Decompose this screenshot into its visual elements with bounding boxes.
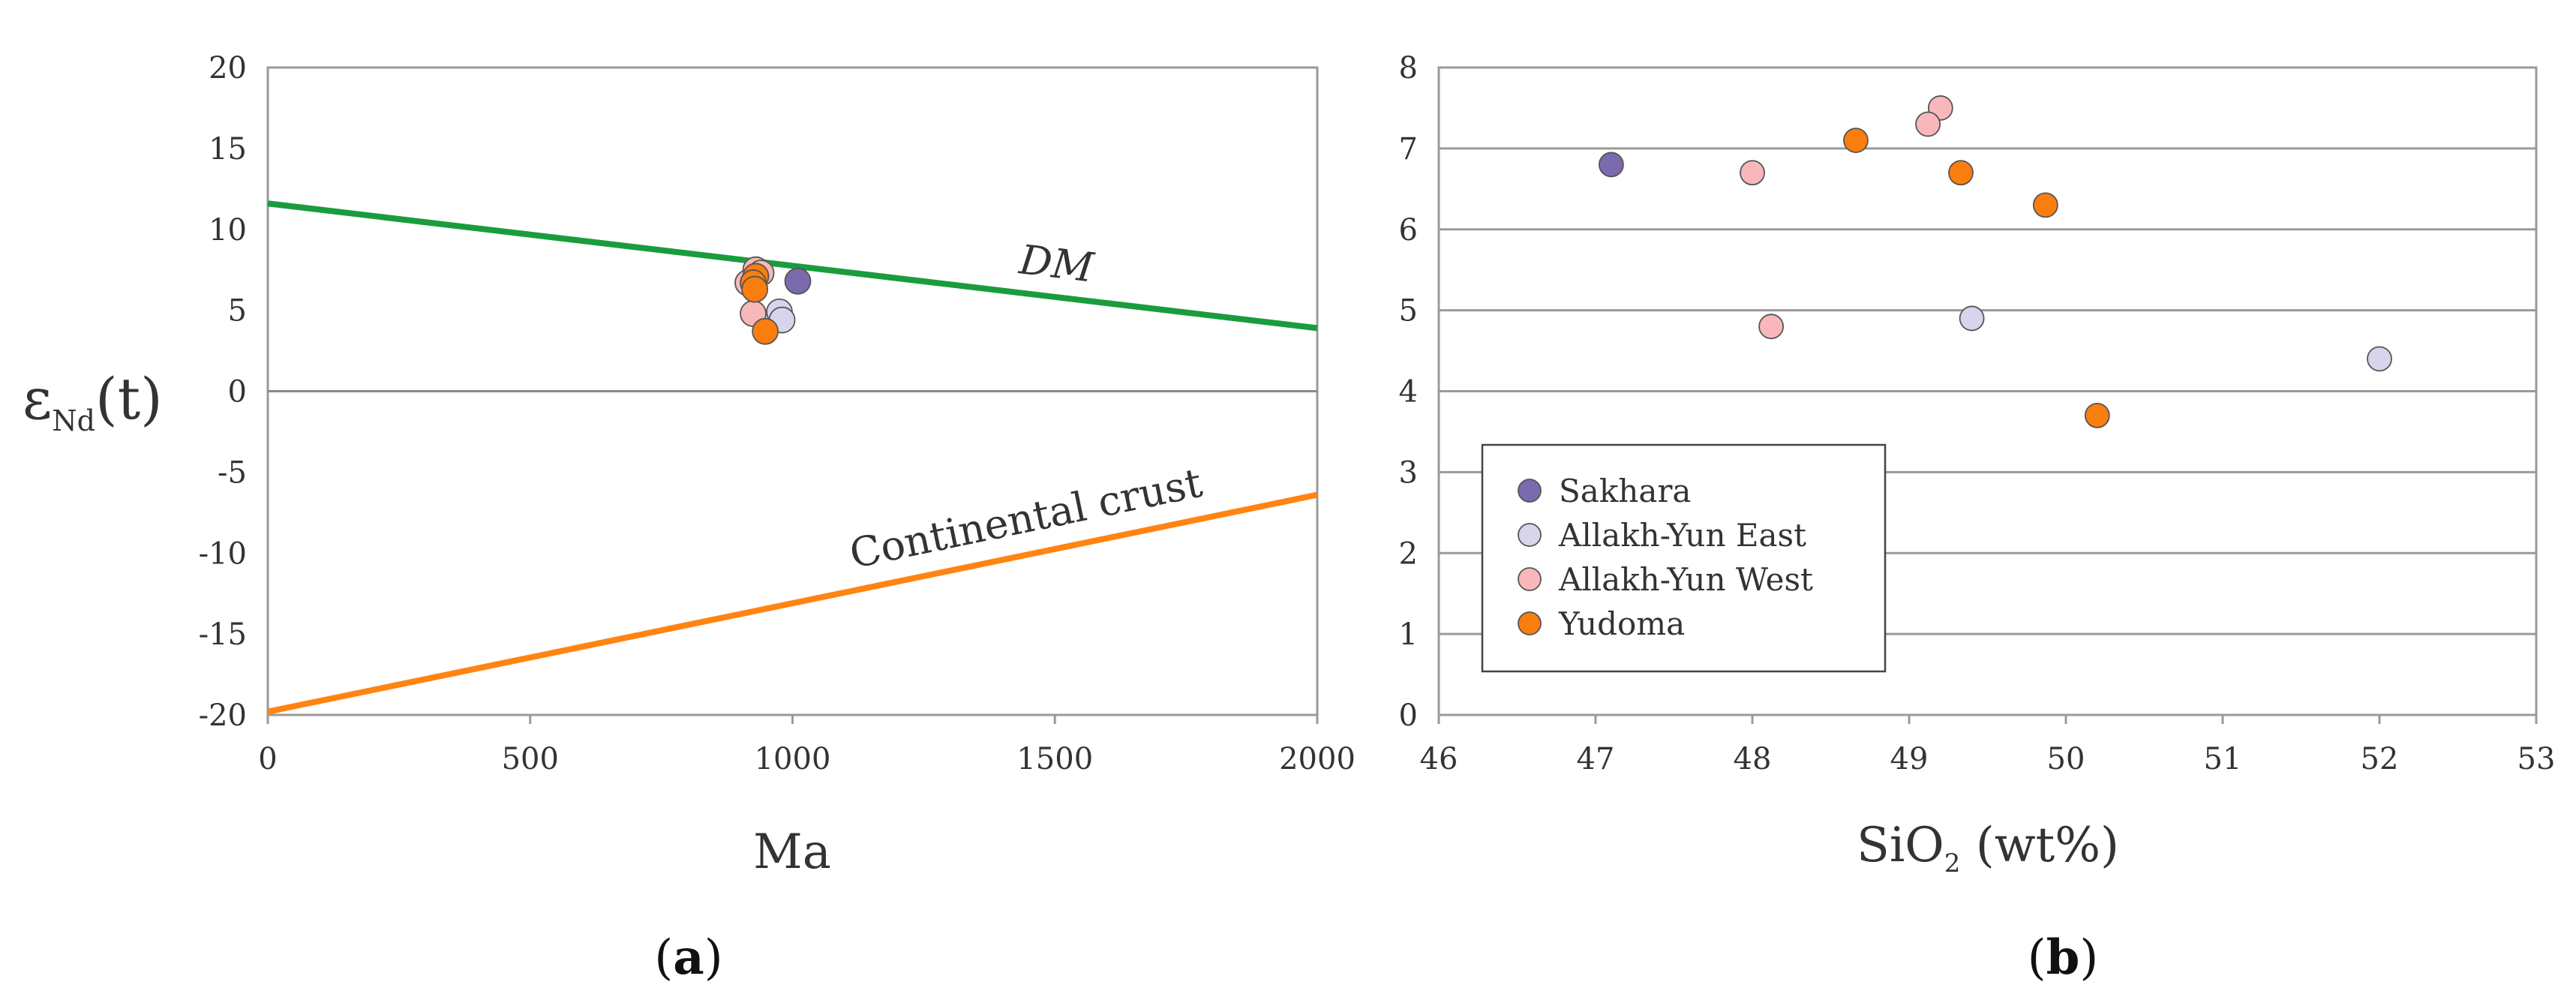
y-tick-label: 1 (1399, 617, 1418, 652)
x-tick-label: 53 (2517, 742, 2556, 776)
panel-a-label: (a) (654, 929, 722, 986)
sakhara-point (1598, 152, 1624, 178)
x-tick-label: 47 (1577, 742, 1615, 776)
y-tick-label: -20 (199, 698, 247, 733)
legend-box (1481, 443, 1887, 673)
legend-label-allakh-yun-west: Allakh-Yun West (1558, 561, 1813, 598)
y-tick-label: 0 (228, 375, 247, 410)
yudoma-point (2032, 192, 2058, 218)
y-tick-label: 0 (1399, 698, 1418, 733)
x-tick-label: 1500 (1016, 742, 1093, 776)
panel-a-ylabel-sub: Nd (52, 404, 95, 437)
dm-label: DM (1016, 236, 1097, 292)
y-tick-label: 7 (1399, 132, 1418, 167)
legend-marker-sakhara (1518, 479, 1542, 503)
panel-b-xlabel-tail: (wt%) (1960, 818, 2119, 873)
y-tick-label: 2 (1399, 536, 1418, 571)
allakh-yun-east-point (2367, 346, 2392, 372)
y-tick-label: 10 (209, 213, 247, 248)
panel-b-xlabel-main: SiO (1857, 818, 1944, 873)
x-tick-label: 500 (502, 742, 559, 776)
y-tick-label: 3 (1399, 455, 1418, 490)
yudoma-point (741, 275, 769, 303)
legend-marker-allakh-yun-east (1518, 523, 1542, 547)
yudoma-point (1843, 128, 1869, 153)
y-tick-label: -15 (199, 617, 247, 652)
x-tick-label: 48 (1734, 742, 1772, 776)
yudoma-point (2084, 402, 2110, 428)
sakhara-point (784, 267, 812, 295)
y-tick-label: 5 (1399, 294, 1418, 329)
panel-b-label: (b) (2028, 929, 2099, 986)
panel-a-xlabel: Ma (753, 824, 831, 880)
y-tick-label: 20 (209, 51, 247, 86)
allakh-yun-west-point (1915, 111, 1941, 137)
x-tick-label: 50 (2047, 742, 2085, 776)
x-tick-label: 49 (1890, 742, 1929, 776)
yudoma-point (752, 317, 779, 345)
legend-label-allakh-yun-east: Allakh-Yun East (1558, 517, 1806, 554)
panel-a-ylabel-tail: (t) (95, 365, 163, 432)
panel-b-xlabel-sub: 2 (1944, 848, 1961, 878)
allakh-yun-west-point (1758, 314, 1784, 340)
y-tick-label: -5 (218, 455, 247, 490)
panel-a-ylabel-main: ε (23, 365, 52, 432)
y-tick-label: 8 (1399, 51, 1418, 86)
legend-marker-yudoma (1518, 611, 1542, 635)
legend-label-yudoma: Yudoma (1558, 605, 1685, 642)
x-tick-label: 51 (2204, 742, 2242, 776)
dm-line (267, 200, 1318, 332)
y-tick-label: 6 (1399, 213, 1418, 248)
x-tick-label: 46 (1420, 742, 1458, 776)
panel-a-ylabel: εNd(t) (23, 365, 163, 437)
y-tick-label: 5 (228, 294, 247, 329)
y-tick-label: 4 (1399, 375, 1418, 410)
panel-b-legend: Sakhara Allakh-Yun East Allakh-Yun West Yud… (1481, 443, 1887, 673)
legend-marker-allakh-yun-west (1518, 567, 1542, 591)
continental-crust-line (267, 491, 1318, 715)
panel-a-chart: DM Continental crust 0 500 1000 1500 2000 20 1… (23, 51, 1356, 986)
x-tick-label: 0 (258, 742, 277, 776)
panel-b-xlabel: SiO2 (wt%) (1857, 818, 2119, 878)
allakh-yun-east-point (1959, 305, 1985, 332)
x-tick-label: 52 (2361, 742, 2399, 776)
x-tick-label: 1000 (755, 742, 831, 776)
yudoma-point (1948, 160, 1974, 186)
legend-label-sakhara: Sakhara (1559, 473, 1691, 509)
y-tick-label: 15 (209, 132, 247, 167)
continental-crust-label: Continental crust (845, 459, 1206, 578)
panel-b-label-letter: b (2046, 929, 2080, 986)
x-tick-label: 2000 (1279, 742, 1356, 776)
allakh-yun-west-point (1740, 160, 1765, 186)
panel-a-label-letter: a (673, 929, 704, 986)
y-tick-label: -10 (199, 536, 247, 571)
